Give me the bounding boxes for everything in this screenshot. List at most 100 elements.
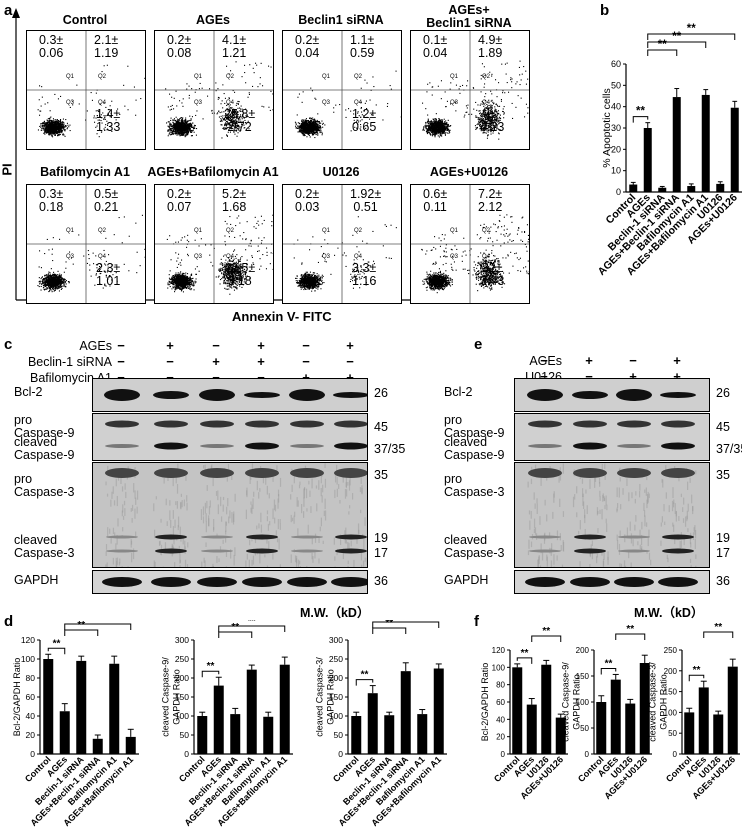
significance-bracket (647, 33, 736, 40)
y-tick-label: 0 (616, 187, 621, 197)
quadrant-label: Q2 (98, 74, 107, 80)
flow-plot: Q1 Q2 Q3 Q4 0.1± 0.04 4.9± 1.89 ±4.23 (410, 30, 530, 150)
significance-label: ** (626, 624, 634, 635)
bar (197, 716, 208, 754)
flow-plot: Q1 Q2 Q3 Q4 0.2± 0.08 4.1± 1.21 25.8± 2.72 (154, 30, 274, 150)
bar (59, 711, 70, 754)
band (199, 389, 235, 401)
y-axis-label: cleaved Caspase-9/ (161, 657, 171, 737)
quadrant-value-line: 1.33 (96, 120, 121, 134)
y-tick-label: 50 (580, 724, 589, 733)
bar (351, 716, 362, 754)
band (154, 442, 188, 450)
flow-plot-title: Bafilomycin A1 (40, 165, 130, 179)
significance-bracket (632, 116, 649, 123)
bar (125, 736, 136, 754)
quadrant-value-line: 0.2± (295, 187, 320, 201)
mw-unit-label: M.W.（kD） (300, 606, 370, 620)
quadrant-label: Q1 (66, 74, 75, 80)
plus-sign: + (585, 353, 593, 368)
band (572, 391, 608, 399)
treatment-label: AGEs (79, 339, 112, 353)
row-label: Bcl-2 (14, 385, 43, 399)
significance-bracket (372, 621, 440, 628)
quadrant-label: Q4 (482, 100, 491, 106)
band (197, 577, 237, 587)
band (528, 420, 562, 428)
y-axis-label: GAPDH Ratio (572, 674, 582, 730)
blot-strip (514, 413, 710, 461)
row-label: pro Caspase-3 (444, 472, 505, 499)
quadrant-value-line: 1.16 (352, 274, 377, 288)
band (200, 420, 234, 428)
y-tick-label: 100 (21, 654, 35, 664)
quadrant-value-line: 1.21 (222, 46, 247, 60)
quadrant-value-ul: 0.3± 0.18 (39, 188, 63, 214)
row-label: cleaved Caspase-3 (444, 533, 505, 560)
y-tick-label: 200 (175, 673, 189, 683)
band (573, 442, 607, 450)
band (201, 549, 233, 553)
quadrant-label: Q1 (194, 74, 203, 80)
y-tick-label: 40 (26, 711, 36, 721)
y-tick-label: 60 (496, 698, 505, 707)
flow-plot-title: U0126 (322, 165, 360, 179)
quadrant-value-line: 4.1± (222, 33, 247, 47)
bar (43, 659, 54, 754)
quadrant-value-line: 3.43 (480, 274, 505, 288)
y-tick-label: 150 (664, 688, 678, 697)
bar (716, 183, 725, 192)
quadrant-value-line: 4.23 (480, 120, 505, 134)
bar (92, 738, 103, 754)
blot-strip (514, 462, 710, 568)
quadrant-value-line: 3.3± (352, 261, 377, 275)
molecular-weight: 36 (716, 574, 730, 588)
bar (596, 702, 607, 754)
band (618, 535, 650, 539)
molecular-weight: 19 (374, 531, 388, 545)
quadrant-value-line: 1.01 (96, 274, 121, 288)
quadrant-label: Q1 (66, 228, 75, 234)
quadrant-label: Q3 (66, 254, 75, 260)
plus-sign: + (296, 370, 316, 385)
band (529, 535, 561, 539)
y-tick-label: 20 (496, 733, 505, 742)
band (661, 468, 695, 478)
significance-label: ** (77, 620, 85, 631)
quadrant-label: Q2 (354, 228, 363, 234)
significance-label: ** (687, 23, 696, 35)
flow-plot-title: Beclin1 siRNA (298, 13, 384, 27)
y-tick-label: 100 (492, 663, 506, 672)
quadrant-value-ul: 0.2± 0.04 (295, 34, 319, 60)
minus-sign: − (160, 370, 180, 385)
significance-label: ** (521, 648, 529, 659)
significance-bracket (64, 623, 132, 630)
quadrant-value-lr: 32± 3.43 (480, 262, 504, 288)
flow-plot-title: AGEs+Bafilomycin A1 (147, 165, 279, 179)
bar (263, 716, 274, 754)
quadrant-value-lr: ±4.23 (480, 108, 504, 134)
panel-label-e: e (474, 336, 483, 353)
band (290, 420, 324, 428)
quadrant-value-ul: 0.6± 0.11 (423, 188, 447, 214)
quadrant-value-line: 0.3± (39, 187, 64, 201)
quadrant-value-lr: 25.8± 2.72 (224, 108, 255, 134)
band (201, 535, 233, 539)
band (291, 549, 323, 553)
y-axis-label: cleaved Caspase-3/ (648, 662, 658, 742)
bar (643, 128, 652, 192)
minus-sign: − (585, 369, 593, 384)
blot-strip (92, 378, 368, 412)
quadrant-label: Q2 (482, 74, 491, 80)
band (617, 444, 651, 448)
quadrant-value-line: 0.2± (167, 187, 192, 201)
band (290, 444, 324, 448)
band (153, 391, 189, 399)
significance-label: ** (248, 620, 256, 627)
quadrant-label: Q1 (450, 228, 459, 234)
quadrant-value-ur: 1.1± 0.59 (350, 34, 374, 60)
quadrant-value-line: 0.03 (295, 200, 320, 214)
quadrant-value-line: 25.8± (224, 107, 256, 121)
quadrant-label: Q4 (226, 254, 235, 260)
band (529, 549, 561, 553)
